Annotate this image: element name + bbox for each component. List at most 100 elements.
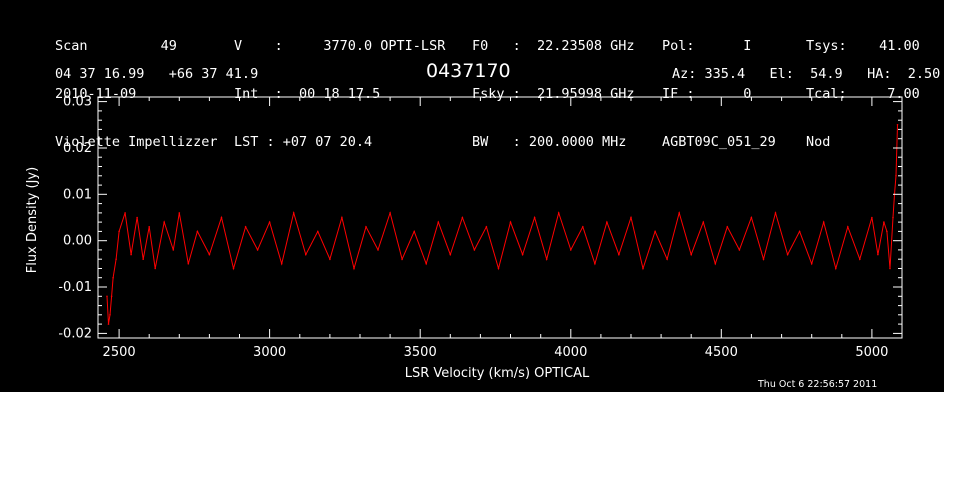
source-name: 0437170: [426, 60, 511, 82]
data-point: [798, 230, 801, 233]
data-point: [521, 253, 524, 256]
pol-line: Pol: I: [662, 38, 752, 54]
y-tick-label: 0.00: [63, 234, 92, 249]
data-point: [666, 258, 668, 261]
data-point: [292, 212, 295, 214]
polarization-info: Pol: I IF : 0 AGBT09C_051_29: [662, 6, 776, 182]
f0-line: F0 : 22.23508 GHz: [472, 38, 635, 54]
y-tick-label: 0.03: [63, 95, 92, 110]
tsys-line: Tsys: 41.00: [806, 38, 920, 54]
data-point: [377, 249, 379, 251]
data-point: [329, 258, 331, 261]
data-point: [654, 230, 656, 233]
data-point: [822, 221, 825, 223]
x-axis-label: LSR Velocity (km/s) OPTICAL: [405, 366, 590, 381]
y-tick-label: -0.02: [58, 326, 92, 341]
y-axis-label: Flux Density (Jy): [25, 167, 40, 273]
data-point: [892, 216, 894, 219]
data-point: [401, 258, 403, 261]
data-point: [172, 249, 175, 251]
data-point: [341, 216, 343, 219]
data-point: [618, 253, 620, 256]
data-point: [714, 263, 717, 265]
x-tick-label: 3000: [253, 345, 286, 360]
data-point: [871, 216, 873, 219]
data-point: [353, 267, 355, 270]
data-point: [365, 226, 367, 228]
data-point: [557, 212, 560, 214]
data-point: [485, 226, 488, 228]
bandwidth-line: BW : 200.0000 MHz: [472, 134, 627, 150]
data-point: [509, 221, 512, 223]
data-point: [606, 221, 608, 223]
data-point: [449, 253, 452, 256]
data-point: [115, 258, 117, 261]
data-point: [642, 267, 644, 270]
data-point: [305, 253, 307, 256]
project-line: AGBT09C_051_29: [662, 134, 776, 150]
data-point: [896, 124, 899, 126]
data-point: [774, 212, 777, 214]
system-info: Tsys: 41.00 Tcal: 7.00 Nod: [806, 6, 920, 182]
data-point: [750, 216, 753, 219]
data-point: [187, 263, 190, 265]
series-line-0: [106, 124, 898, 325]
procedure-line: Nod: [806, 134, 831, 150]
data-point: [630, 216, 632, 219]
data-point: [196, 230, 199, 233]
data-point: [112, 277, 114, 279]
data-point: [762, 258, 765, 261]
scan-line: Scan 49: [55, 38, 177, 54]
data-point: [148, 226, 150, 228]
x-tick-label: 4000: [554, 345, 587, 360]
source-coordinates: 04 37 16.99 +66 37 41.9: [55, 66, 259, 82]
data-point: [317, 230, 319, 233]
data-point: [130, 253, 132, 256]
data-point: [232, 267, 235, 270]
timestamp: Thu Oct 6 22:56:57 2011: [758, 379, 878, 390]
data-point: [118, 230, 120, 233]
data-point: [154, 267, 156, 270]
data-point: [106, 295, 108, 298]
data-point: [220, 216, 223, 219]
x-tick-label: 3500: [404, 345, 437, 360]
az-el-ha: Az: 335.4 El: 54.9 HA: 2.50: [672, 66, 941, 82]
data-point: [136, 216, 138, 219]
data-point: [726, 226, 729, 228]
data-point: [437, 221, 440, 223]
data-point: [268, 221, 271, 223]
data-point: [835, 267, 837, 270]
frequency-info: F0 : 22.23508 GHz Fsky : 21.95998 GHz BW…: [472, 6, 635, 182]
axes-layer: 2500 3000 3500 4000 4500 5000 -0.02 -0.01 0.00 0.…: [58, 95, 903, 360]
plot-panel: Scan 49 2010-11-09 Violette Impellizzer …: [0, 0, 944, 392]
data-point: [886, 230, 888, 233]
data-point: [208, 253, 211, 256]
y-tick-label: 0.02: [63, 141, 92, 156]
data-point: [389, 212, 391, 214]
tcal-line: Tcal: 7.00: [806, 86, 920, 102]
data-point: [109, 314, 111, 316]
velocity-info: V : 3770.0 OPTI-LSR Int : 00 18 17.5 LST…: [234, 6, 445, 182]
x-tick-label: 4500: [705, 345, 738, 360]
data-point: [594, 263, 596, 265]
data-point: [256, 249, 259, 251]
data-point: [678, 212, 680, 214]
data-point: [859, 258, 861, 261]
x-tick-label: 2500: [103, 345, 136, 360]
data-point: [786, 253, 789, 256]
x-tick-label: 5000: [855, 345, 888, 360]
series-layer: [106, 124, 899, 325]
observer-line: Violette Impellizzer: [55, 134, 218, 150]
data-point: [877, 253, 879, 256]
data-point: [570, 249, 572, 251]
data-point: [738, 249, 741, 251]
plot-frame: [97, 96, 903, 339]
data-point: [702, 221, 705, 223]
integration-line: Int : 00 18 17.5: [234, 86, 381, 102]
data-point: [461, 216, 464, 219]
data-point: [690, 253, 692, 256]
data-point: [497, 267, 500, 270]
data-point: [178, 212, 181, 214]
velocity-line: V : 3770.0 OPTI-LSR: [234, 38, 446, 54]
data-point: [883, 221, 885, 223]
